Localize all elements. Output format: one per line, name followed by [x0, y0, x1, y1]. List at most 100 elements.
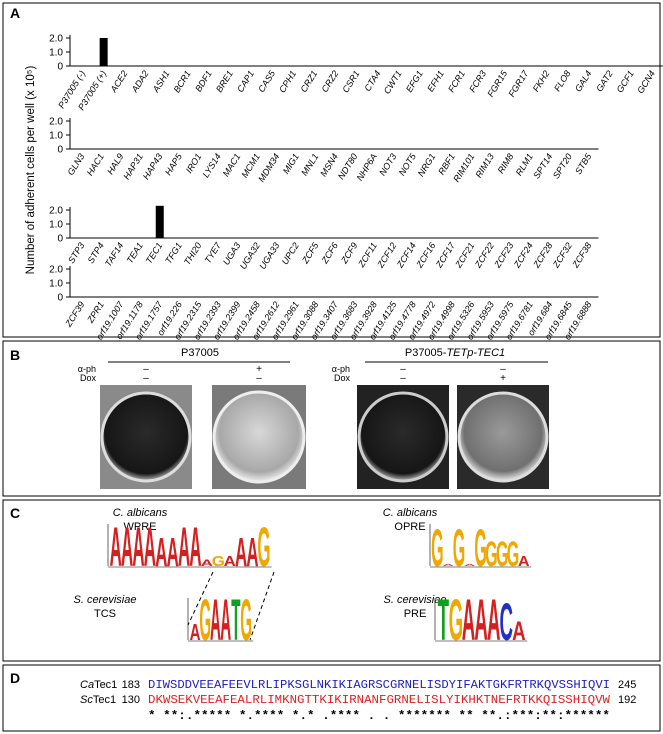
row-label: Dox: [80, 373, 97, 383]
x-tick-label: ZCF21: [453, 241, 477, 270]
condition-sign: +: [500, 373, 506, 384]
motif-name: PRE: [404, 608, 427, 620]
logo-letter: G: [474, 520, 486, 578]
x-tick-label: HAP5: [163, 151, 184, 177]
logo-letter: A: [474, 589, 487, 654]
well: [212, 390, 306, 484]
x-tick-label: ZCF16: [414, 241, 438, 270]
condition-sign: –: [256, 373, 262, 384]
panel-b-signs: ––+––––+: [143, 364, 506, 384]
logo-letter: A: [246, 529, 258, 575]
y-tick-label: 1.0: [49, 220, 63, 231]
y-tick-label: 1.0: [49, 131, 63, 142]
x-tick-label: ZCF22: [472, 241, 496, 270]
logo-letter: A: [167, 529, 179, 575]
x-tick-label: FCR1: [446, 69, 467, 94]
x-tick-label: CRZ2: [320, 69, 341, 94]
condition-sign: +: [256, 364, 262, 375]
x-tick-label: GAT2: [594, 69, 615, 94]
group-title-plain: P37005-: [405, 347, 447, 359]
condition-sign: –: [143, 364, 149, 375]
group-title: P37005: [181, 347, 219, 359]
name-plain: Tec1: [93, 694, 116, 706]
x-tick-label: ZCF5: [300, 240, 321, 266]
x-tick-label: ACE2: [108, 69, 129, 95]
logo-letter: A: [144, 516, 156, 578]
logo-letter: A: [462, 589, 475, 654]
logo-letter: G: [212, 554, 225, 570]
conservation: * **:.***** *.**** *.* .**** . . *******…: [148, 710, 610, 723]
x-tick-label: FLO8: [552, 69, 572, 93]
x-tick-label: CRZ1: [298, 69, 319, 94]
logo-letter: G: [453, 520, 465, 578]
motif-name: TCS: [94, 608, 116, 620]
x-tick-label: SPT20: [551, 152, 574, 181]
motif-name: WPRE: [124, 521, 157, 533]
x-tick-label: STB5: [573, 151, 594, 176]
x-tick-label: HAP43: [141, 152, 165, 181]
logo-letter: A: [512, 616, 525, 646]
name-plain: Tec1: [94, 679, 117, 691]
y-tick-label: 2.0: [49, 206, 63, 217]
x-tick-label: IRO1: [184, 152, 204, 175]
x-tick-label: ZCF6: [319, 241, 340, 266]
x-tick-label: CWT1: [382, 69, 404, 96]
x-tick-label: UPC2: [280, 241, 301, 267]
alignment-guide: [187, 571, 214, 626]
x-tick-label: EFG1: [404, 69, 425, 94]
x-tick-label: ZCF38: [570, 241, 594, 270]
logo-letter: A: [155, 529, 167, 575]
x-tick-label: FKH2: [531, 69, 552, 94]
x-tick-label: ZCF12: [375, 241, 399, 270]
motif-name: OPRE: [394, 521, 425, 533]
logo-letter: G: [485, 534, 497, 574]
x-tick-label: BRE1: [214, 69, 235, 94]
logo-letter: G: [240, 588, 252, 654]
x-tick-label: ASH1: [150, 69, 171, 95]
x-tick-label: ZCF39: [63, 300, 87, 329]
y-axis-label: Number of adherent cells per well (x 10⁵…: [25, 66, 37, 275]
logo-letter: G: [431, 520, 443, 578]
x-tick-label: ZCF24: [511, 241, 535, 270]
x-tick-label: FGR17: [506, 68, 530, 99]
logo-letter: A: [189, 516, 201, 578]
y-tick-label: 0: [57, 62, 63, 73]
x-tick-label: UGA33: [257, 241, 281, 271]
x-tick-label: CTA4: [362, 69, 382, 93]
logo-letter: A: [518, 554, 530, 570]
x-tick-label: ZCF17: [433, 240, 457, 270]
row-label: α-ph: [332, 364, 350, 374]
x-tick-label: CAP1: [235, 69, 256, 94]
panel-label: D: [10, 670, 20, 686]
panel-d: CaTec1 183 DIWSDDVEEAFEEVLRLIPKSGLNKIKIAGR…: [80, 679, 636, 723]
panel-frame: [2, 2, 661, 338]
x-tick-label: ZCF11: [356, 241, 379, 270]
x-tick-label: TEC1: [144, 241, 165, 266]
bar: [99, 38, 108, 66]
x-tick-label: BCR1: [172, 69, 193, 95]
group-title: P37005-TETp-TEC1: [405, 347, 505, 359]
logo-letter: G: [507, 534, 519, 574]
x-tick-label: GCF1: [615, 69, 636, 95]
x-tick-label: CAS5: [256, 68, 277, 94]
x-tick-label: HAC1: [85, 152, 106, 178]
x-tick-label: TEA1: [125, 241, 145, 265]
x-tick-label: ZCF32: [550, 241, 574, 270]
logo-letter: C: [500, 593, 513, 652]
species: C. albicans: [383, 507, 438, 519]
condition-sign: –: [400, 364, 406, 375]
logo-letter: A: [220, 588, 231, 654]
panel-label: B: [10, 347, 20, 363]
panel-frame: [2, 340, 661, 497]
x-tick-label: ADA2: [129, 69, 150, 95]
x-tick-label: LYS14: [201, 152, 223, 180]
logo-letter: A: [224, 554, 236, 570]
logo-letter: A: [210, 588, 221, 654]
y-tick-label: 0: [57, 234, 63, 245]
group-title-italic: TETp-TEC1: [446, 347, 505, 359]
condition-sign: –: [143, 373, 149, 384]
x-tick-label: NOT3: [377, 152, 398, 178]
condition-sign: –: [500, 364, 506, 375]
